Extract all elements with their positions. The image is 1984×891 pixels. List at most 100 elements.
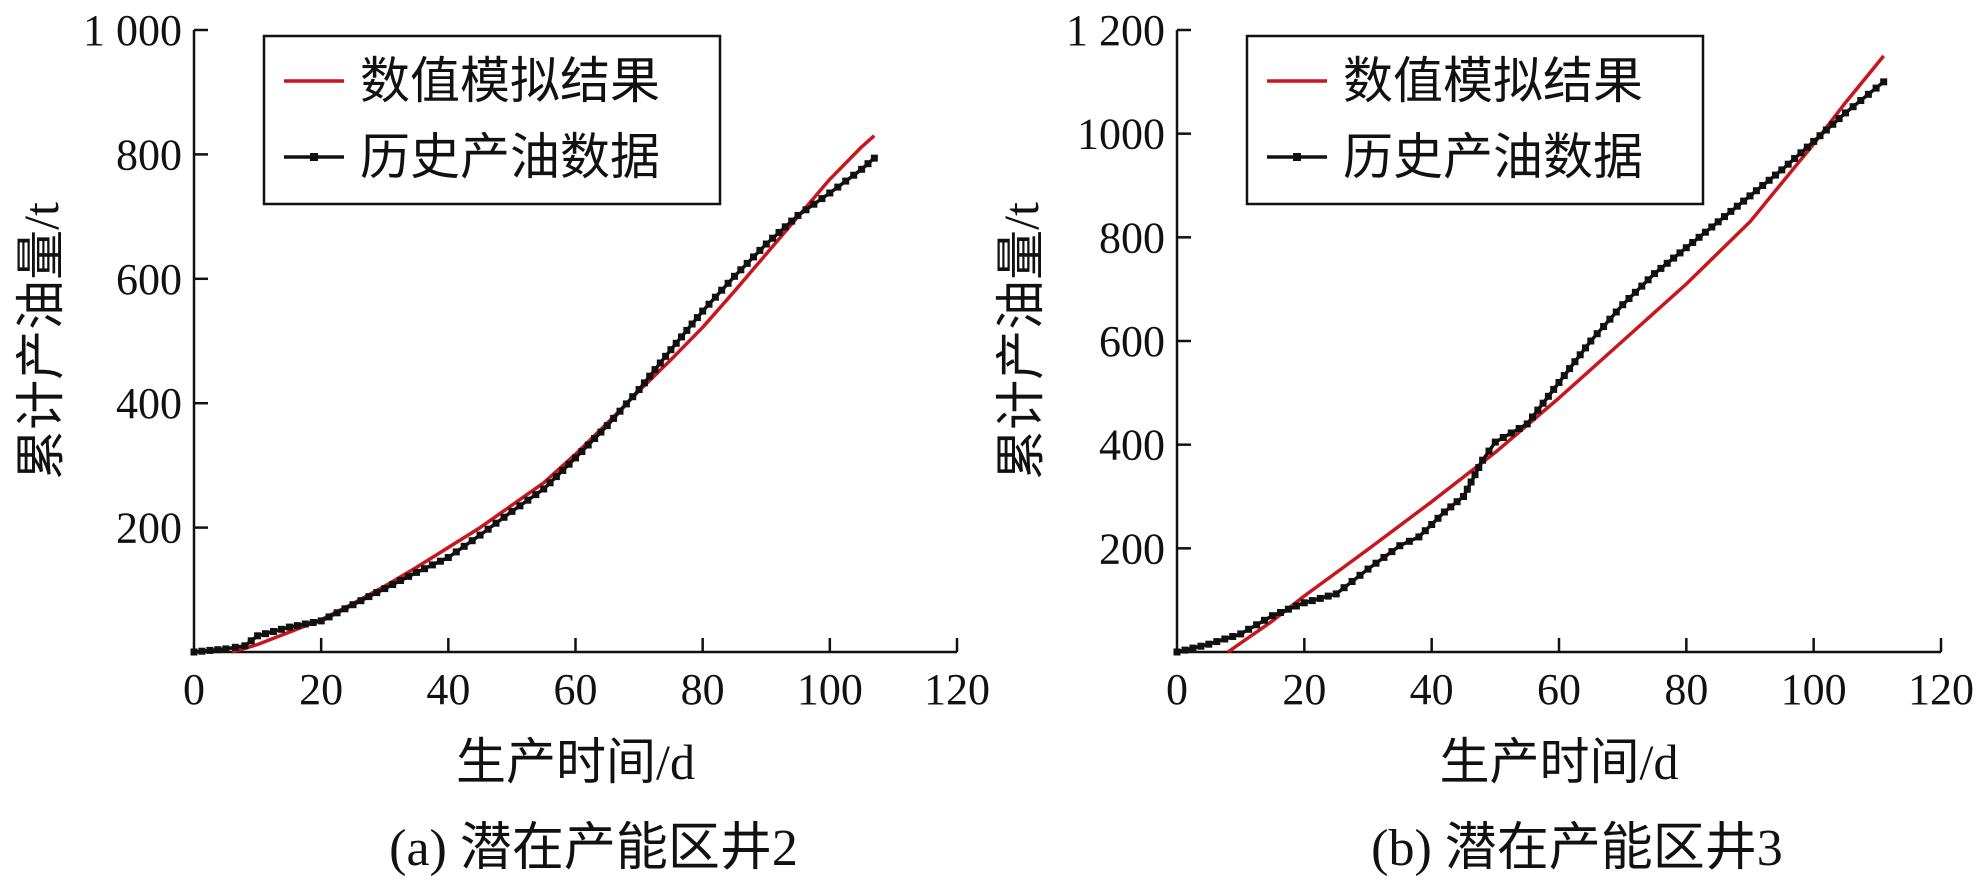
data-point	[1372, 559, 1380, 567]
data-point	[1835, 115, 1843, 123]
data-point	[1638, 282, 1646, 290]
data-point	[1582, 344, 1589, 352]
data-point	[1714, 218, 1722, 226]
data-point	[572, 454, 579, 462]
data-point	[357, 597, 365, 605]
data-point	[546, 479, 554, 487]
data-point	[389, 581, 397, 588]
data-point	[1324, 592, 1332, 600]
x-tick-label: 60	[1537, 665, 1581, 714]
data-point	[1733, 202, 1741, 210]
data-point	[1631, 288, 1639, 296]
data-point	[1479, 456, 1487, 464]
data-point	[277, 625, 285, 633]
data-point	[500, 513, 508, 521]
data-point	[293, 622, 301, 630]
series-line	[193, 156, 876, 654]
data-point	[1471, 471, 1479, 479]
data-point	[1507, 429, 1515, 437]
data-point	[802, 206, 810, 214]
data-point	[711, 293, 719, 301]
data-point	[1213, 638, 1221, 646]
data-point	[1864, 90, 1872, 98]
data-point	[1746, 192, 1754, 200]
data-point	[1491, 438, 1499, 446]
data-point	[635, 386, 643, 393]
data-point	[460, 542, 468, 550]
data-point	[325, 613, 333, 621]
data-point	[1872, 84, 1880, 92]
legend-box	[1245, 34, 1705, 206]
legend-item: 历史产油数据	[1267, 129, 1643, 185]
x-axis-title: 生产时间/d	[1440, 734, 1679, 790]
data-point	[1173, 648, 1181, 656]
data-point	[1388, 548, 1396, 556]
data-point	[1555, 379, 1563, 386]
data-point	[198, 647, 206, 655]
data-point	[373, 589, 381, 597]
data-point	[1356, 571, 1364, 579]
data-point	[781, 223, 789, 231]
y-tick-label: 400	[116, 379, 182, 428]
data-point	[1857, 97, 1865, 104]
series-history	[1173, 78, 1888, 656]
y-tick-label: 800	[116, 130, 182, 179]
data-point	[769, 234, 777, 242]
data-point	[317, 617, 325, 625]
data-point	[1849, 103, 1857, 111]
y-axis-title: 累计产油量/t	[993, 202, 1049, 480]
data-point	[1778, 166, 1786, 174]
data-point	[651, 366, 659, 374]
data-point	[206, 646, 214, 654]
data-point	[1544, 392, 1552, 400]
data-point	[309, 619, 317, 626]
x-tick-label: 20	[299, 665, 343, 714]
chart-panel-b: 0 20 40 60 80 100 120 200 400 600 800 1000 1 200 生产时间…	[993, 6, 1974, 877]
data-point	[1253, 621, 1261, 629]
data-point	[1560, 372, 1568, 380]
data-point	[864, 160, 872, 168]
data-point	[1829, 120, 1837, 128]
data-point	[1277, 609, 1284, 616]
data-point	[688, 320, 696, 328]
data-point	[397, 577, 405, 584]
data-point	[301, 620, 309, 628]
data-point	[508, 507, 516, 515]
data-point	[1428, 521, 1436, 528]
data-point	[1676, 249, 1684, 257]
y-tick-label: 800	[1099, 213, 1165, 262]
data-point	[1529, 413, 1536, 421]
data-point	[1740, 197, 1748, 205]
data-point	[452, 548, 460, 556]
x-tick-label: 60	[554, 665, 598, 714]
data-point	[241, 642, 249, 650]
chart-panel-a: 0 20 40 60 80 100 120 200 400 600 800 1 000 生产时间/d 累计…	[13, 6, 990, 877]
data-point	[270, 628, 277, 635]
data-point	[858, 165, 866, 173]
data-point	[1752, 187, 1760, 195]
data-point	[1197, 642, 1205, 650]
data-point	[1663, 259, 1671, 267]
data-point	[565, 460, 573, 468]
data-point	[1405, 537, 1413, 545]
data-point	[516, 502, 524, 510]
data-point	[532, 491, 540, 499]
data-point	[1765, 176, 1773, 184]
data-point	[1205, 640, 1213, 648]
legend-item: 历史产油数据	[284, 129, 660, 185]
data-point	[629, 393, 637, 401]
data-point	[1261, 616, 1268, 624]
data-point	[1221, 635, 1229, 643]
x-tick-label: 120	[1908, 665, 1974, 714]
data-point	[1708, 223, 1716, 231]
data-point	[381, 585, 389, 593]
data-point	[1612, 308, 1620, 316]
x-tick-label: 40	[426, 665, 470, 714]
data-point	[646, 372, 654, 380]
data-point	[1396, 542, 1404, 550]
panel-caption: (b) 潜在产能区井3	[1371, 820, 1783, 877]
data-point	[870, 154, 878, 162]
y-tick-label: 1 000	[83, 6, 182, 55]
